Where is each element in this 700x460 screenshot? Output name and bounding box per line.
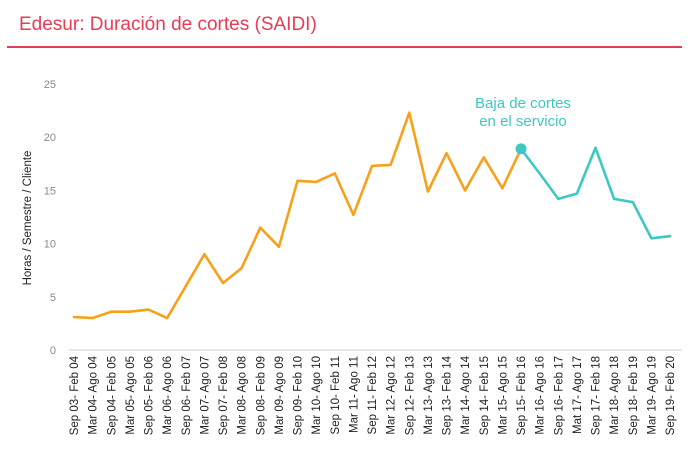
data-point [333, 172, 336, 175]
x-tick-label: Sep 11- Feb 12 [367, 356, 379, 434]
series-line-before [72, 111, 523, 320]
x-tick-label: Sep 09- Feb 10 [293, 356, 305, 435]
x-tick-label: Sep 07- Feb 08 [218, 356, 230, 435]
title-divider [7, 46, 682, 48]
series-line-after [519, 146, 672, 240]
data-point [128, 310, 132, 313]
data-point [408, 111, 411, 114]
data-point [650, 237, 653, 240]
annotation-text: en el servicio [479, 113, 567, 130]
data-point [296, 179, 299, 183]
y-tick-label: 10 [44, 239, 56, 251]
x-tick-label: Mar 08- Ago 08 [237, 356, 249, 435]
x-tick-label: Sep 19- Feb 20 [665, 356, 677, 435]
highlight-marker [515, 143, 527, 155]
x-tick-label: Mar 15- Ago 15 [497, 356, 509, 435]
data-point [426, 190, 430, 193]
data-point [557, 197, 560, 201]
data-point [352, 213, 355, 217]
x-tick-label: Mar 18- Ago 18 [609, 356, 621, 435]
data-point [538, 172, 541, 175]
x-tick-label: Sep 12- Feb 13 [404, 356, 416, 435]
x-tick-label: Mat 17- Ago 17 [572, 356, 584, 434]
data-point [203, 253, 206, 256]
data-point [165, 316, 169, 320]
data-point [147, 308, 150, 311]
x-tick-label: Sep 03- Feb 04 [69, 355, 81, 435]
points-group [72, 111, 672, 320]
y-tick-label: 0 [50, 345, 56, 357]
data-point [370, 164, 374, 168]
data-point [668, 234, 672, 238]
data-point [184, 284, 187, 288]
x-tick-label: Sep 05- Feb 06 [144, 356, 156, 435]
x-tick-label: Mar 07- Ago 07 [199, 356, 211, 435]
x-tick-label: Mar 16- Ago 16 [535, 356, 547, 435]
y-axis-label: Horas / Semestre / Cliente [22, 151, 34, 286]
series-group [72, 111, 672, 320]
data-point [110, 310, 113, 313]
y-axis: 0 5 10 15 20 25 [44, 79, 56, 357]
x-tick-label: Sep 10- Feb 11 [330, 356, 342, 434]
data-point [482, 156, 485, 159]
x-tick-label: Sep 16- Feb 17 [553, 356, 565, 435]
data-point [445, 151, 448, 155]
x-tick-label: Sep 08- Feb 09 [255, 356, 267, 435]
y-tick-label: 25 [44, 79, 56, 91]
x-tick-label: Sep 06- Feb 07 [181, 356, 193, 435]
y-tick-label: 20 [44, 132, 56, 144]
x-tick-label: Sep 14- Feb 15 [479, 356, 491, 435]
data-point [91, 316, 94, 320]
x-tick-label: Mar 12- Ago 12 [386, 356, 398, 435]
data-point [594, 146, 597, 150]
data-point [463, 189, 467, 192]
data-point [259, 226, 262, 229]
y-tick-label: 5 [50, 292, 56, 304]
x-tick-label: Sep 04- Feb 05 [106, 356, 118, 435]
x-tick-label: Sep 17- Feb 18 [591, 356, 603, 435]
data-point [501, 187, 504, 190]
annotation-text: Baja de cortes [475, 95, 571, 112]
x-tick-label: Mar 19- Ago 19 [646, 356, 658, 435]
x-tick-label: Sep 18- Feb 19 [628, 356, 640, 435]
data-point [631, 200, 634, 204]
data-point [221, 281, 225, 285]
chart-title: Edesur: Duración de cortes (SAIDI) [19, 14, 317, 35]
y-tick-label: 15 [44, 185, 56, 197]
data-point [389, 163, 392, 167]
x-tick-label: Mar 09- Ago 09 [274, 356, 286, 435]
x-tick-label: Mar 10- Ago 10 [311, 356, 323, 435]
x-tick-label: Sep 13- Feb 14 [442, 355, 454, 435]
x-tick-label: Mar 11- Ago 11 [348, 356, 360, 433]
x-tick-label: Mar 14- Ago 14 [460, 355, 472, 434]
data-point [314, 180, 318, 184]
x-tick-label: Sep 15- Feb 16 [516, 356, 528, 435]
x-tick-label: Mar 06- Ago 06 [162, 356, 174, 435]
data-point [612, 197, 616, 201]
data-point [240, 266, 243, 270]
data-point [72, 315, 76, 319]
x-axis: Sep 03- Feb 04 Mar 04- Ago 04 Sep 04- Feb … [69, 355, 677, 435]
x-tick-label: Mar 05- Ago 05 [125, 356, 137, 435]
data-point [575, 192, 579, 195]
x-tick-label: Mar 13- Ago 13 [423, 356, 435, 435]
x-tick-label: Mar 04- Ago 04 [88, 355, 100, 434]
data-point [277, 245, 281, 248]
